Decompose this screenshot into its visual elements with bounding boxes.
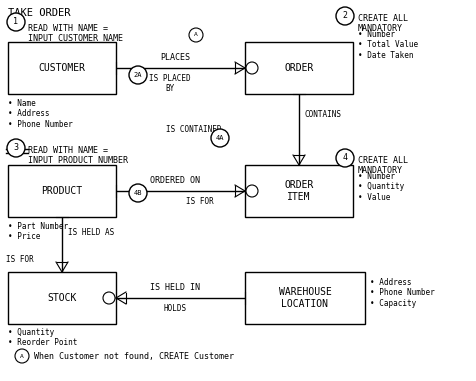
Bar	[8, 165, 116, 217]
Bar	[8, 42, 116, 94]
Bar	[245, 272, 364, 324]
Circle shape	[129, 184, 147, 202]
Text: • Quantity
• Reorder Point: • Quantity • Reorder Point	[8, 328, 77, 347]
Text: READ WITH NAME =
INPUT CUSTOMER NAME: READ WITH NAME = INPUT CUSTOMER NAME	[28, 24, 123, 43]
Text: 4B: 4B	[133, 190, 142, 196]
Text: IS HELD IN: IS HELD IN	[149, 283, 199, 292]
Text: ORDER: ORDER	[284, 63, 313, 73]
Text: 2: 2	[342, 11, 347, 21]
Text: TAKE ORDER: TAKE ORDER	[8, 8, 70, 18]
Text: STOCK: STOCK	[47, 293, 77, 303]
Circle shape	[210, 129, 228, 147]
Text: When Customer not found, CREATE Customer: When Customer not found, CREATE Customer	[14, 352, 234, 361]
Text: • Number
• Total Value
• Date Taken: • Number • Total Value • Date Taken	[357, 30, 417, 60]
Circle shape	[335, 7, 353, 25]
Text: WAREHOUSE
LOCATION: WAREHOUSE LOCATION	[278, 287, 331, 309]
Text: • Part Number
• Price: • Part Number • Price	[8, 222, 68, 242]
Text: A: A	[194, 32, 198, 37]
Text: IS PLACED
BY: IS PLACED BY	[149, 74, 190, 93]
Text: CUSTOMER: CUSTOMER	[39, 63, 85, 73]
Text: 1: 1	[13, 18, 19, 27]
Bar	[8, 272, 116, 324]
Text: CREATE ALL
MANDATORY: CREATE ALL MANDATORY	[357, 156, 407, 175]
Circle shape	[7, 139, 25, 157]
Text: 4A: 4A	[215, 135, 224, 141]
Circle shape	[15, 349, 29, 363]
Circle shape	[335, 149, 353, 167]
Text: 2A: 2A	[133, 72, 142, 78]
Text: • Address
• Phone Number
• Capacity: • Address • Phone Number • Capacity	[369, 278, 434, 308]
Text: 3: 3	[13, 144, 19, 152]
Text: ORDER
ITEM: ORDER ITEM	[284, 180, 313, 202]
Text: 4: 4	[342, 154, 347, 163]
Circle shape	[129, 66, 147, 84]
Bar	[245, 165, 352, 217]
Text: CREATE ALL
MANDATORY: CREATE ALL MANDATORY	[357, 14, 407, 34]
Bar	[245, 42, 352, 94]
Text: • Name
• Address
• Phone Number: • Name • Address • Phone Number	[8, 99, 73, 129]
Text: • Number
• Quantity
• Value: • Number • Quantity • Value	[357, 172, 403, 202]
Text: IS CONTAINED
ON: IS CONTAINED ON	[166, 125, 221, 144]
Circle shape	[188, 28, 203, 42]
Text: ORDERED ON: ORDERED ON	[149, 176, 199, 185]
Text: READ WITH NAME =
INPUT PRODUCT NUMBER: READ WITH NAME = INPUT PRODUCT NUMBER	[28, 146, 128, 165]
Text: PLACES: PLACES	[159, 53, 189, 62]
Circle shape	[103, 292, 115, 304]
Circle shape	[7, 13, 25, 31]
Text: PRODUCT: PRODUCT	[41, 186, 82, 196]
Circle shape	[246, 185, 258, 197]
Text: IS FOR: IS FOR	[186, 197, 213, 206]
Text: CONTAINS: CONTAINS	[304, 110, 341, 119]
Text: IS FOR: IS FOR	[6, 255, 34, 264]
Text: IS HELD AS: IS HELD AS	[68, 228, 114, 237]
Text: A: A	[20, 354, 24, 359]
Circle shape	[246, 62, 258, 74]
Text: HOLDS: HOLDS	[163, 304, 186, 313]
